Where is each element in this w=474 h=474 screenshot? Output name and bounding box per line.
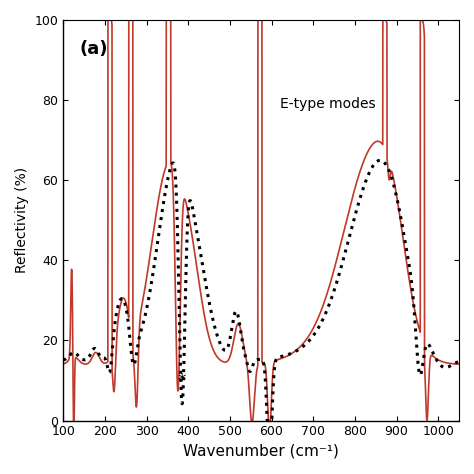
Y-axis label: Reflectivity (%): Reflectivity (%) xyxy=(15,167,29,273)
Text: *: * xyxy=(178,372,186,390)
Text: E-type modes: E-type modes xyxy=(280,97,375,111)
X-axis label: Wavenumber (cm⁻¹): Wavenumber (cm⁻¹) xyxy=(183,444,339,459)
Text: (a): (a) xyxy=(79,40,108,58)
